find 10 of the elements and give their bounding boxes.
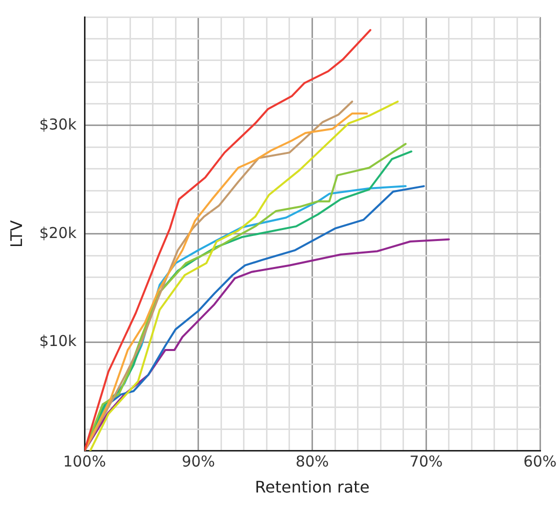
y-tick-label: $10k — [39, 332, 77, 350]
x-tick-label: 90% — [182, 452, 216, 471]
y-tick-label: $30k — [39, 115, 77, 134]
x-tick-label: 80% — [296, 452, 329, 471]
x-tick-label: 70% — [409, 452, 443, 471]
y-axis-title: LTV — [6, 220, 26, 248]
x-tick-label: 60% — [523, 452, 557, 471]
x-tick-label: 100% — [63, 452, 106, 471]
y-tick-label: $20k — [39, 224, 77, 242]
x-axis-title: Retention rate — [254, 478, 370, 497]
